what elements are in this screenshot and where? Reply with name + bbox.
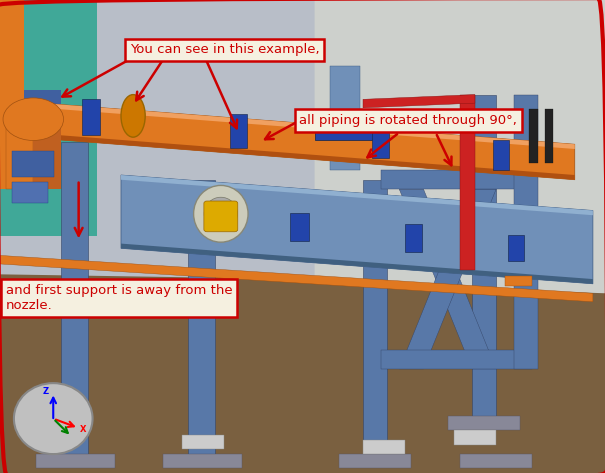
Ellipse shape	[194, 185, 248, 242]
FancyBboxPatch shape	[24, 90, 60, 118]
FancyBboxPatch shape	[505, 276, 532, 286]
FancyBboxPatch shape	[24, 128, 54, 151]
Text: Z: Z	[43, 387, 49, 396]
Polygon shape	[514, 95, 538, 369]
FancyBboxPatch shape	[508, 235, 524, 261]
Polygon shape	[121, 175, 593, 284]
Polygon shape	[315, 0, 605, 293]
Polygon shape	[60, 142, 88, 464]
Polygon shape	[33, 118, 60, 189]
Polygon shape	[6, 118, 33, 189]
FancyBboxPatch shape	[363, 440, 405, 454]
FancyBboxPatch shape	[372, 126, 389, 158]
Polygon shape	[121, 244, 593, 284]
Polygon shape	[0, 0, 97, 236]
FancyBboxPatch shape	[82, 99, 100, 135]
Polygon shape	[399, 189, 496, 369]
FancyBboxPatch shape	[544, 109, 553, 163]
Polygon shape	[399, 189, 496, 369]
Polygon shape	[0, 0, 24, 189]
Polygon shape	[363, 95, 475, 108]
Polygon shape	[0, 0, 605, 293]
Polygon shape	[460, 454, 532, 468]
Polygon shape	[460, 95, 475, 270]
Text: and first support is away from the
nozzle.: and first support is away from the nozzl…	[6, 284, 233, 312]
Polygon shape	[188, 180, 215, 464]
Polygon shape	[24, 132, 575, 180]
FancyBboxPatch shape	[290, 213, 309, 241]
Polygon shape	[0, 255, 593, 302]
FancyBboxPatch shape	[12, 151, 54, 177]
Polygon shape	[163, 454, 242, 468]
Polygon shape	[0, 274, 605, 473]
FancyBboxPatch shape	[529, 109, 538, 163]
Text: all piping is rotated through 90°,: all piping is rotated through 90°,	[299, 114, 517, 127]
Polygon shape	[121, 175, 593, 215]
Polygon shape	[36, 454, 115, 468]
Polygon shape	[339, 454, 411, 468]
Text: X: X	[80, 424, 87, 434]
Polygon shape	[363, 180, 387, 464]
Ellipse shape	[121, 95, 145, 137]
FancyBboxPatch shape	[230, 114, 247, 148]
Polygon shape	[24, 102, 575, 149]
Ellipse shape	[3, 98, 64, 140]
Polygon shape	[381, 170, 532, 189]
FancyBboxPatch shape	[405, 224, 422, 252]
FancyBboxPatch shape	[493, 140, 509, 170]
Polygon shape	[381, 350, 532, 369]
Ellipse shape	[204, 197, 237, 230]
Ellipse shape	[14, 383, 93, 454]
Text: You can see in this example,: You can see in this example,	[130, 43, 319, 56]
Polygon shape	[448, 416, 520, 430]
FancyBboxPatch shape	[12, 182, 48, 203]
FancyBboxPatch shape	[182, 435, 224, 449]
FancyBboxPatch shape	[204, 201, 238, 232]
FancyBboxPatch shape	[315, 114, 375, 140]
Polygon shape	[472, 95, 496, 426]
Polygon shape	[24, 102, 575, 180]
Polygon shape	[330, 66, 360, 170]
FancyBboxPatch shape	[454, 430, 496, 445]
